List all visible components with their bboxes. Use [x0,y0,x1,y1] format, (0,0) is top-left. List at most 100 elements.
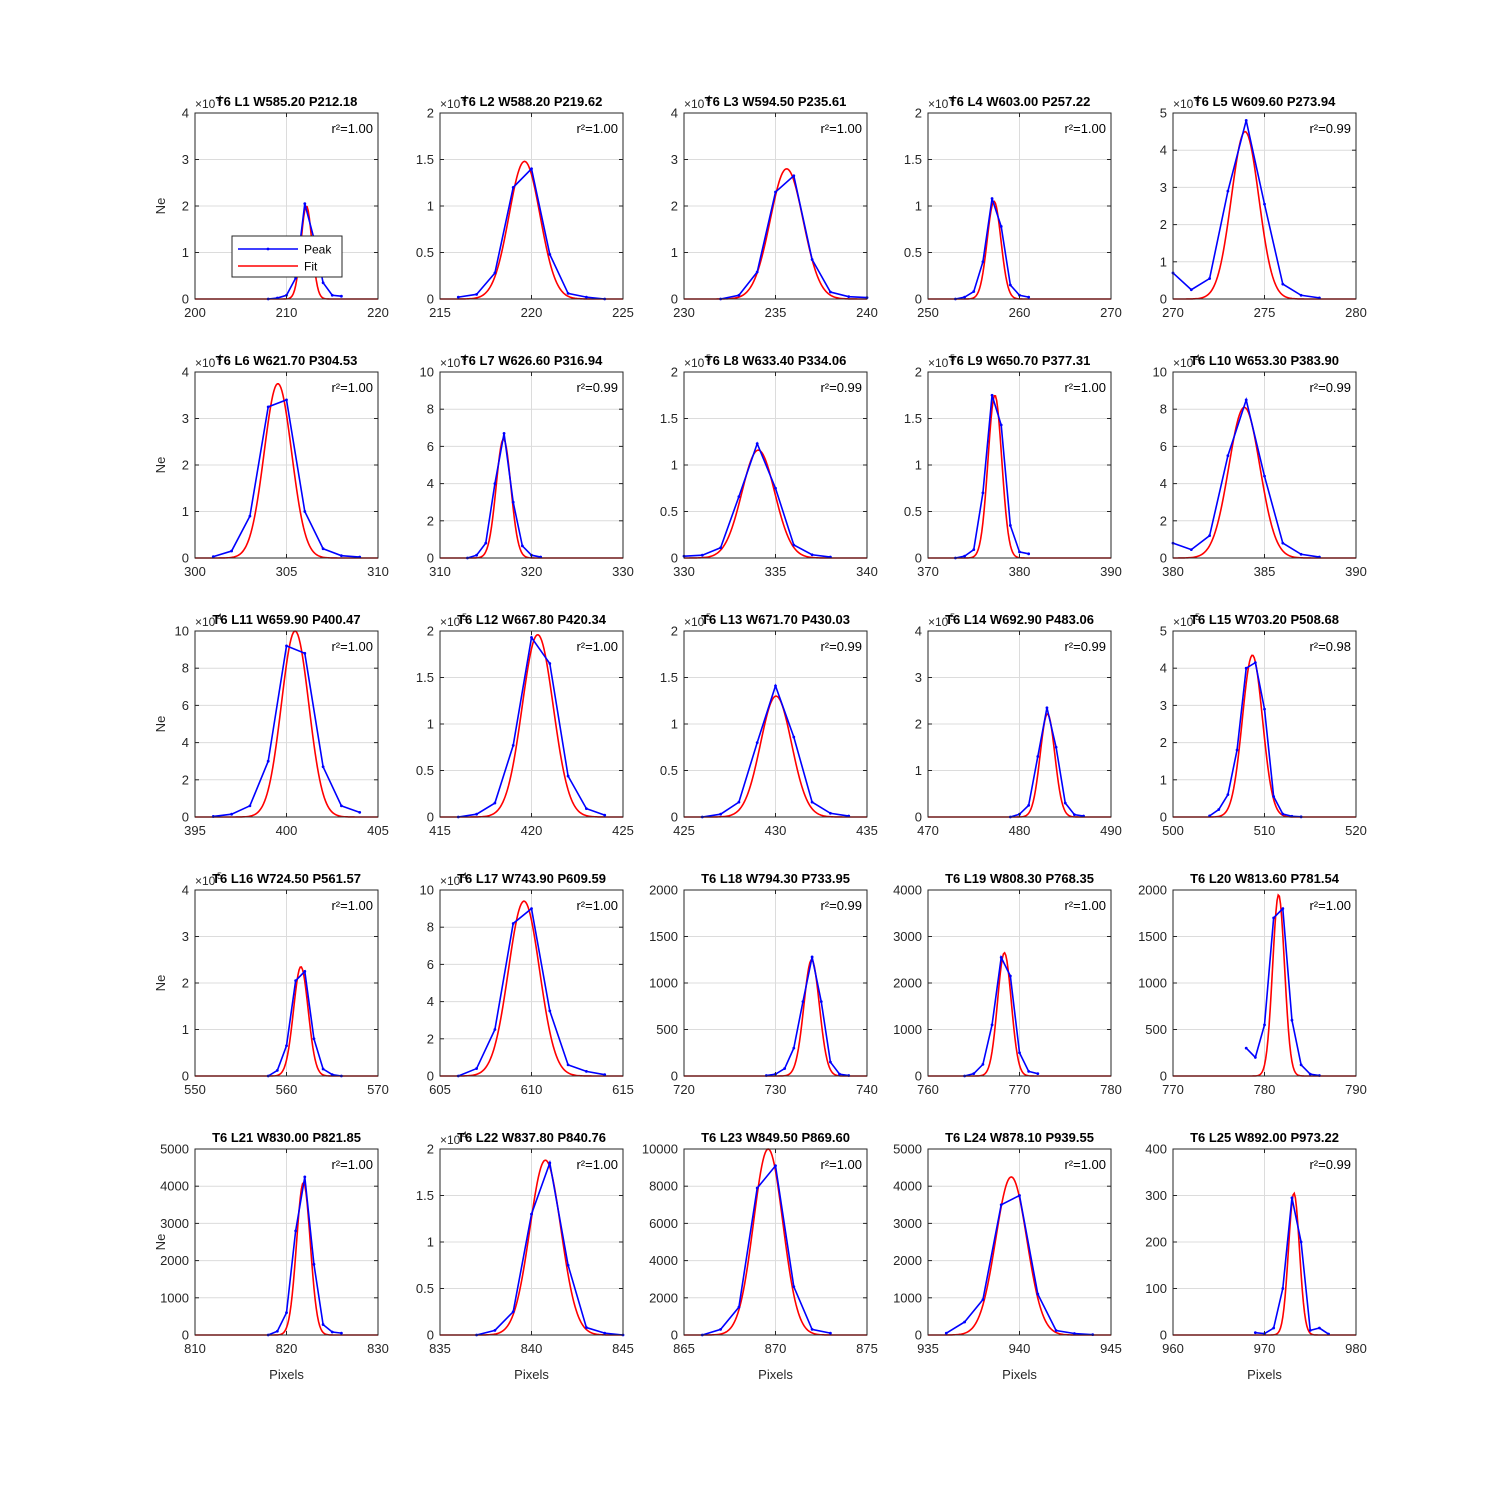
y-tick-label: 2 [915,106,922,121]
y-tick-label: 0 [427,292,434,307]
peak-point [1318,1326,1321,1330]
peak-point [755,442,759,446]
peak-point [838,1072,841,1076]
y-exponent-base: ×10 [195,874,216,888]
y-tick-label: 6 [182,698,189,713]
y-exponent: 4 [217,94,222,104]
y-tick-label: 0 [1160,1328,1167,1343]
peak-point [603,813,607,817]
peak-point [981,491,985,495]
y-exponent-base: ×10 [440,356,461,370]
y-tick-label: 2000 [893,1253,922,1268]
subplot-title: T6 L10 W653.30 P383.90 [1190,353,1339,368]
y-tick-label: 0 [427,551,434,566]
peak-point [493,801,497,805]
peak-point [990,1023,994,1027]
y-tick-label: 0 [427,810,434,825]
peak-point [285,1311,288,1315]
peak-point [1027,552,1031,556]
subplot-title: T6 L14 W692.90 P483.06 [945,612,1094,627]
peak-point [230,549,234,553]
y-tick-label: 2 [671,624,678,639]
subplot-4: 250 260 270 0 0.5 1 1.5 2 ×10 4T6 L4 W603.00 P257… [904,94,1122,320]
y-tick-label: 4000 [893,1179,922,1194]
y-tick-label: 2 [182,976,189,991]
y-exponent: 4 [462,1130,467,1140]
x-tick-label: 430 [765,823,787,838]
peak-point [603,1331,607,1335]
y-exponent: 4 [1195,353,1200,363]
y-tick-label: 4000 [649,1253,678,1268]
y-tick-label: 2 [427,1142,434,1157]
y-tick-label: 1000 [160,1290,189,1305]
peak-point [330,1330,334,1334]
y-tick-label: 6000 [649,1216,678,1231]
x-tick-label: 500 [1162,823,1184,838]
peak-point [321,765,325,769]
peak-point [321,1067,325,1071]
peak-point [810,955,814,959]
x-tick-label: 810 [184,1341,206,1356]
y-tick-label: 1.5 [904,152,922,167]
y-tick-label: 1 [915,199,922,214]
x-tick-label: 260 [1009,305,1031,320]
y-tick-label: 1 [427,717,434,732]
y-exponent-base: ×10 [684,356,705,370]
y-tick-label: 4000 [160,1179,189,1194]
y-tick-label: 2 [427,1031,434,1046]
x-tick-label: 610 [521,1082,543,1097]
x-tick-label: 225 [612,305,634,320]
y-tick-label: 5000 [160,1142,189,1157]
x-tick-label: 330 [612,564,634,579]
peak-point [1299,293,1303,297]
peak-point [774,684,777,688]
peak-point [1226,454,1230,458]
x-tick-label: 380 [1009,564,1031,579]
y-tick-label: 4 [671,106,678,121]
peak-point [1263,1023,1266,1027]
peak-point [737,1305,741,1309]
x-tick-label: 275 [1254,305,1276,320]
x-tick-label: 605 [429,1082,451,1097]
y-exponent-base: ×10 [1173,615,1194,629]
subplot-title: T6 L8 W633.40 P334.06 [705,353,847,368]
y-tick-label: 2 [427,513,434,528]
peak-point [493,1328,497,1332]
legend-box [231,235,343,278]
y-tick-label: 0 [915,292,922,307]
x-tick-label: 560 [276,1082,298,1097]
peak-point [585,1069,588,1073]
y-tick-label: 1 [915,763,922,778]
peak-point [774,190,777,194]
peak-point [493,271,497,275]
y-exponent-base: ×10 [440,615,461,629]
peak-point [1073,1332,1076,1335]
peak-point [810,258,814,261]
peak-point [1281,282,1285,286]
y-exponent: 4 [217,612,222,622]
x-tick-label: 435 [856,823,878,838]
peak-point [1235,748,1239,752]
r2-annotation: r²=0.99 [1309,380,1351,395]
x-tick-label: 740 [856,1082,878,1097]
peak-point [303,202,307,206]
peak-point [312,1037,316,1041]
y-tick-label: 1.5 [416,1188,434,1203]
y-tick-label: 1 [1160,254,1167,269]
peak-point [700,553,704,557]
x-tick-label: 420 [521,823,543,838]
y-exponent: 4 [950,94,955,104]
peak-point [829,1060,832,1064]
y-exponent: 5 [217,871,222,881]
peak-point [1253,661,1257,665]
peak-point [774,1164,777,1168]
x-tick-label: 845 [612,1341,634,1356]
x-tick-label: 270 [1100,305,1122,320]
y-tick-label: 1 [671,245,678,260]
y-tick-label: 4 [182,883,189,898]
subplot-title: T6 L18 W794.30 P733.95 [701,871,850,886]
peak-point [493,1028,497,1031]
y-exponent: 4 [1195,94,1200,104]
